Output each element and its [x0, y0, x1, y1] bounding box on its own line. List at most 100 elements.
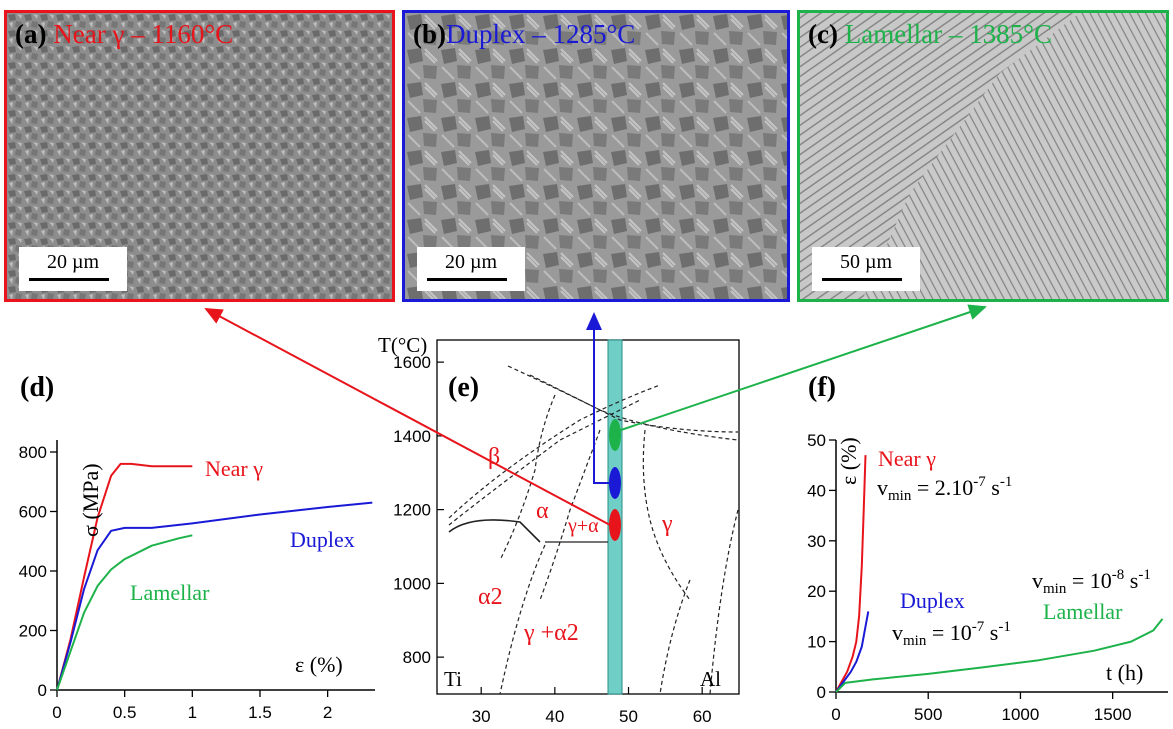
d-xlabel: ε (%) [295, 652, 343, 677]
d-ytick-label: 0 [38, 681, 47, 700]
e-marker-near-gamma [609, 509, 621, 541]
scale-line-b [427, 278, 507, 281]
arrow-to-near-gamma [204, 308, 611, 526]
f-xtick-label: 1500 [1094, 705, 1132, 724]
d-xtick-label: 0.5 [113, 703, 137, 722]
micrograph-duplex: (b)Duplex – 1285°C 20 µm [402, 10, 790, 302]
d-legend-lamellar: Lamellar [130, 580, 210, 605]
e-label-ti: Ti [444, 667, 462, 691]
micrograph-lamellar: (c) Lamellar – 1385°C 50 µm [797, 10, 1169, 302]
f-series-near- [835, 455, 867, 693]
e-ytick-label: 1400 [393, 427, 431, 446]
e-ytick-label: 1600 [393, 353, 431, 372]
d-ytick-label: 600 [19, 503, 47, 522]
scale-line-a [29, 278, 109, 281]
panel-label-a: (a) [15, 19, 47, 49]
e-phase-alpha: α [536, 498, 549, 524]
f-series-lamellar [835, 618, 1164, 693]
panel-label-e: (e) [448, 372, 479, 403]
f-series-duplex [835, 611, 870, 693]
e-boundary [499, 394, 556, 561]
d-ytick-label: 400 [19, 562, 47, 581]
e-boundary [448, 399, 641, 526]
e-phase-gamma-alpha: γ+α [567, 515, 599, 537]
f-xtick-label: 500 [914, 705, 942, 724]
panel-label-f: (f) [808, 372, 836, 403]
f-ytick-label: 30 [807, 532, 826, 551]
f-xlabel: t (h) [1106, 660, 1143, 685]
panel-label-b: (b) [413, 19, 446, 49]
f-ytick-label: 40 [807, 481, 826, 500]
micrograph-caption-a: Near γ – 1160°C [53, 19, 234, 49]
e-marker-duplex [609, 467, 621, 499]
e-ylabel: T(°C) [378, 333, 427, 357]
tensile-chart: (d) 0 0.5 1 1.5 2 0 200 400 600 800 σ (MPa) ε (%)… [19, 372, 375, 722]
e-boundary [709, 509, 739, 695]
panel-label-d: (d) [20, 372, 54, 403]
f-vmin-near-gamma: vmin = 2.10-7 s-1 [877, 474, 1012, 504]
arrow-to-lamellar [614, 304, 987, 433]
d-series-lamellar [56, 534, 193, 691]
micrograph-title-a: (a) Near γ – 1160°C [15, 19, 233, 50]
f-ytick-label: 0 [817, 683, 826, 702]
d-ytick-label: 200 [19, 622, 47, 641]
e-xtick-label: 30 [472, 707, 491, 726]
e-boundary [659, 579, 691, 695]
f-xtick-label: 1000 [1002, 705, 1040, 724]
f-legend-lamellar: Lamellar [1043, 599, 1123, 624]
f-ytick-label: 20 [807, 582, 826, 601]
f-ytick-label: 10 [807, 633, 826, 652]
micrograph-caption-c: Lamellar – 1385°C [844, 19, 1052, 49]
e-boundary [529, 374, 739, 433]
panel-label-c: (c) [808, 19, 838, 49]
f-legend-near-gamma: Near γ [878, 446, 936, 471]
e-boundary [448, 384, 661, 519]
e-xtick-label: 40 [545, 707, 564, 726]
micrograph-near-gamma: (a) Near γ – 1160°C 20 µm [4, 10, 395, 302]
e-label-al: Al [700, 667, 721, 691]
f-vmin-lamellar: vmin = 10-8 s-1 [1032, 567, 1151, 597]
micrograph-caption-b: Duplex – 1285°C [446, 19, 636, 49]
micrograph-title-c: (c) Lamellar – 1385°C [808, 19, 1052, 50]
arrow-to-duplex [586, 312, 609, 484]
d-legend-duplex: Duplex [290, 527, 355, 552]
scale-label-a: 20 µm [46, 251, 100, 273]
d-series-duplex [56, 501, 373, 691]
f-vmin-duplex: vmin = 10-7 s-1 [892, 619, 1011, 649]
d-series-near- [56, 462, 193, 691]
f-xtick-label: 0 [831, 705, 840, 724]
e-ytick-label: 1200 [393, 501, 431, 520]
e-phase-gamma-alpha2: γ +α2 [523, 620, 579, 646]
f-ytick-label: 50 [807, 431, 826, 450]
d-ytick-label: 800 [19, 443, 47, 462]
e-boundary [499, 544, 546, 695]
e-boundary [642, 429, 691, 601]
scale-label-b: 20 µm [444, 251, 498, 273]
d-xtick-label: 0 [52, 703, 61, 722]
scale-label-c: 50 µm [839, 251, 893, 273]
e-ytick-label: 1000 [393, 574, 431, 593]
d-ylabel: σ (MPa) [78, 463, 103, 537]
d-xtick-label: 1 [188, 703, 197, 722]
micrograph-title-b: (b)Duplex – 1285°C [413, 19, 635, 50]
e-ytick-label: 800 [403, 648, 431, 667]
e-xtick-label: 50 [619, 707, 638, 726]
e-xtick-label: 60 [693, 707, 712, 726]
e-phase-beta: β [488, 444, 500, 470]
d-legend-near-gamma: Near γ [205, 456, 263, 481]
e-marker-lamellar [609, 419, 621, 451]
scale-bar-c: 50 µm [812, 247, 920, 291]
e-phase-alpha2: α2 [478, 584, 503, 610]
d-xtick-label: 2 [323, 703, 332, 722]
scale-line-c [822, 278, 902, 281]
e-boundary [448, 519, 541, 543]
f-ylabel: ε (%) [836, 437, 861, 485]
e-frame [436, 339, 740, 695]
scale-bar-a: 20 µm [19, 247, 127, 291]
f-legend-duplex: Duplex [900, 588, 965, 613]
e-phase-gamma: γ [661, 511, 673, 537]
d-xtick-label: 1.5 [248, 703, 272, 722]
